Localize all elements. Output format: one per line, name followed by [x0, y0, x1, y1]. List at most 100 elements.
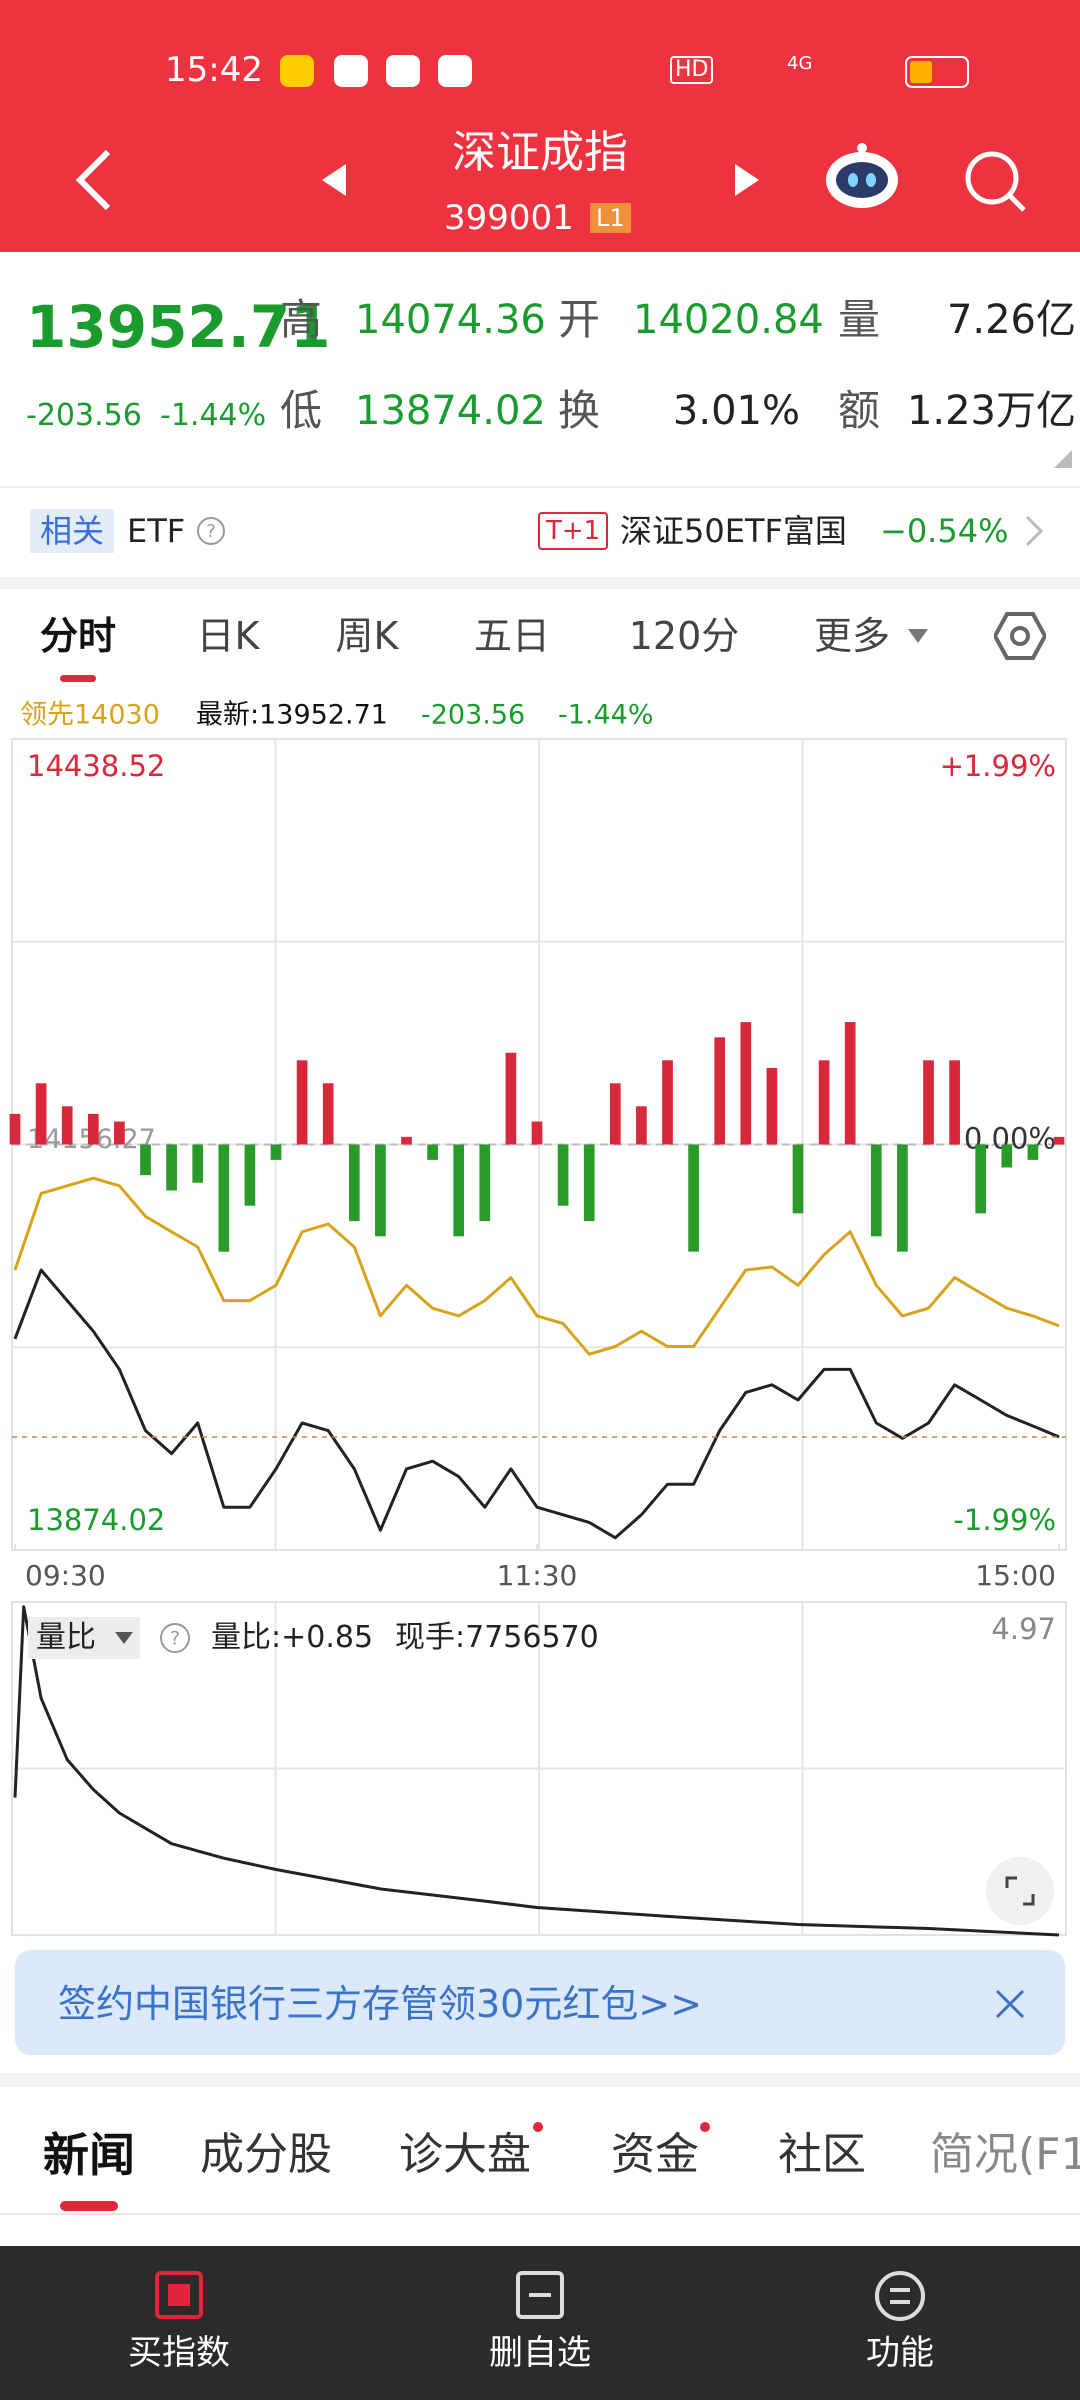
strength-bar [792, 1144, 804, 1214]
change-pct-legend: -1.44% [558, 699, 654, 731]
strength-bar [1027, 1144, 1039, 1160]
chart-tab[interactable]: 120分 [628, 614, 740, 658]
buy-icon[interactable] [154, 2270, 204, 2320]
t1-badge: T+1 [538, 512, 609, 550]
series-line [13, 1176, 1060, 1356]
separator [0, 2073, 1080, 2087]
promo-text[interactable]: 签约中国银行三方存管领30元红包>> [58, 1982, 703, 2026]
remove-icon[interactable] [515, 2270, 565, 2320]
nav-label[interactable]: 功能 [866, 2333, 934, 2373]
etf-label[interactable]: ETF [127, 512, 186, 550]
strength-bar [479, 1144, 491, 1222]
news-tab[interactable]: 诊大盘 [399, 2129, 531, 2180]
chart-tab[interactable]: 周K [335, 614, 399, 658]
nav-label[interactable]: 买指数 [128, 2333, 230, 2373]
nav-label[interactable]: 删自选 [489, 2333, 591, 2373]
strength-bar [844, 1022, 856, 1145]
y-tick-label: 13874.02 [27, 1503, 165, 1537]
chart-tab[interactable]: 日K [196, 614, 260, 658]
stat-value: 1.23万亿 [906, 388, 1076, 434]
stat-value: 14020.84 [633, 297, 824, 343]
app-icon [386, 55, 420, 87]
settings-button[interactable] [994, 610, 1046, 662]
strength-bar [348, 1144, 360, 1222]
price-change: -203.56 [26, 398, 142, 433]
news-tab[interactable]: 资金 [611, 2129, 699, 2180]
stat-label: 高 [280, 295, 323, 344]
status-hd: HD [670, 56, 714, 84]
stat-value: 3.01% [672, 388, 800, 434]
strength-bar [818, 1060, 830, 1145]
divider [0, 2213, 1080, 2215]
fullscreen-button[interactable] [985, 1856, 1055, 1926]
news-tab[interactable]: 新闻 [43, 2128, 135, 2182]
x-tick-label: 15:00 [975, 1559, 1056, 1592]
chart-tab[interactable]: 五日 [473, 614, 551, 658]
chart-tab[interactable]: 更多 [813, 614, 891, 658]
red-dot [700, 2122, 710, 2132]
strength-bar [688, 1144, 699, 1252]
separator [0, 577, 1080, 589]
search-button[interactable] [962, 148, 1028, 214]
dropdown-arrow [908, 629, 928, 643]
level-badge: L1 [590, 203, 631, 233]
strength-bar [244, 1144, 256, 1206]
strength-bar [218, 1144, 230, 1252]
function-icon[interactable] [874, 2270, 926, 2322]
ratio-dropdown[interactable]: 量比 [28, 1617, 140, 1659]
help-icon[interactable]: ? [159, 1622, 191, 1654]
x-tick-label: 09:30 [25, 1559, 106, 1592]
lead-legend: 领先14030 [20, 699, 160, 731]
strength-bar [140, 1144, 151, 1176]
strength-bar [61, 1106, 73, 1145]
strength-bar [427, 1144, 438, 1160]
stat-label: 量 [838, 295, 881, 344]
strength-bar [1053, 1136, 1065, 1145]
strength-bar [1001, 1144, 1013, 1168]
battery [905, 56, 969, 88]
strength-bar [531, 1121, 543, 1145]
strength-bar [714, 1037, 726, 1145]
chevron[interactable] [1024, 514, 1044, 548]
strength-bar [87, 1113, 99, 1145]
next-button[interactable] [733, 162, 761, 198]
strength-bar [192, 1144, 204, 1183]
strength-bar [375, 1144, 386, 1237]
chart-tab[interactable]: 分时 [39, 614, 117, 658]
dropdown-arrow [115, 1632, 133, 1644]
strength-bar [9, 1113, 21, 1145]
stat-label: 开 [558, 295, 601, 344]
strength-bar [322, 1083, 334, 1145]
stat-value: 13874.02 [355, 388, 546, 434]
strength-bar [662, 1060, 673, 1145]
app-icon [334, 55, 368, 87]
strength-bar [609, 1083, 621, 1145]
strength-bar [766, 1067, 778, 1145]
top-bar [0, 0, 1080, 252]
close-button[interactable] [994, 1988, 1026, 2020]
strength-bar [870, 1144, 882, 1237]
back-button[interactable] [70, 148, 120, 212]
page-title: 深证成指 [452, 127, 628, 178]
news-tab[interactable]: 社区 [778, 2129, 866, 2180]
stat-value: 14074.36 [355, 297, 546, 343]
strength-bar [166, 1144, 177, 1191]
news-tab[interactable]: 简况(F1 [930, 2129, 1080, 2180]
red-dot [533, 2122, 543, 2132]
strength-bar [923, 1060, 934, 1145]
strength-bar [401, 1136, 412, 1145]
stat-label: 低 [280, 386, 323, 435]
app-icon [438, 55, 472, 87]
etf-name[interactable]: 深证50ETF富国 [620, 512, 847, 550]
series-line [13, 1268, 1060, 1540]
robot-button[interactable] [822, 142, 902, 212]
y-tick-label: 14438.52 [27, 749, 165, 783]
help-icon[interactable]: ? [196, 516, 226, 546]
expand-corner[interactable] [1054, 450, 1072, 468]
prev-button[interactable] [320, 162, 348, 198]
news-tab[interactable]: 成分股 [200, 2129, 332, 2180]
promo-banner[interactable] [15, 1950, 1065, 2055]
strength-bar [740, 1022, 752, 1145]
series-line [13, 1605, 1060, 1937]
strength-bar [975, 1144, 987, 1214]
